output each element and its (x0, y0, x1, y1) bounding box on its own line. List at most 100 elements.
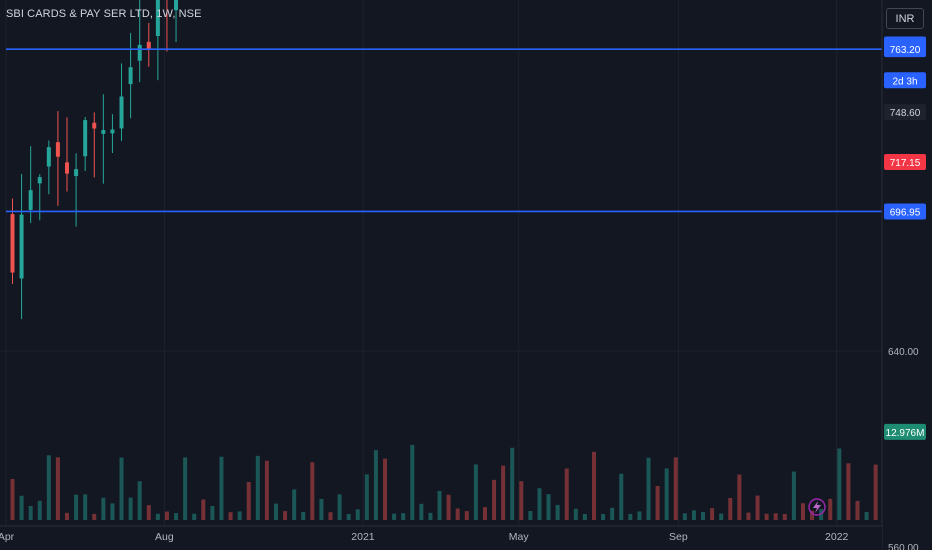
volume-bar (192, 513, 197, 520)
volume-bar (119, 457, 124, 520)
volume-bar (319, 498, 324, 520)
volume-bar (610, 507, 615, 520)
volume-bar (855, 500, 860, 520)
lightning-icon-bolt (813, 501, 821, 513)
volume-bar (273, 503, 278, 520)
volume-bar (791, 471, 796, 520)
x-tick-label: May (509, 531, 530, 543)
volume-bar (383, 458, 388, 520)
volume-bar (646, 457, 651, 520)
volume-bar (301, 512, 306, 520)
volume-bar (110, 503, 115, 520)
volume-bar (555, 504, 560, 520)
price-label: 2d 3h (884, 72, 926, 89)
candle-body (10, 214, 15, 273)
price-label: 748.60 (884, 104, 926, 121)
candle-body (146, 41, 151, 49)
volume-bar (846, 463, 851, 520)
volume-bar (128, 497, 133, 520)
x-tick-label: 2022 (825, 531, 849, 543)
volume-bar (10, 479, 15, 520)
x-tick-label: Aug (155, 531, 174, 543)
volume-bar (492, 479, 497, 520)
volume-bar (510, 447, 515, 520)
volume-bar (582, 513, 587, 520)
volume-bar (183, 457, 188, 520)
volume-bar (401, 513, 406, 520)
price-label: 717.15 (884, 153, 926, 170)
volume-bar (828, 498, 833, 520)
volume-bar (255, 455, 260, 520)
price-label-bg (884, 41, 926, 58)
volume-bar (473, 464, 478, 520)
lightning-icon-circle (808, 498, 826, 516)
volume-bar (310, 462, 315, 520)
volume-bar (701, 512, 706, 520)
currency-button[interactable]: INR (886, 8, 924, 29)
volume-bar (764, 513, 769, 520)
volume-bar (673, 457, 678, 520)
volume-bar (155, 513, 160, 520)
candle-body (101, 130, 106, 134)
candle-body (19, 214, 24, 279)
volume-bar (364, 474, 369, 520)
price-label-bg (884, 423, 926, 440)
volume-bar (737, 474, 742, 520)
volume-bar (728, 498, 733, 520)
price-axis-bg (882, 0, 932, 550)
price-label-bg (884, 203, 926, 220)
volume-bar (837, 448, 842, 520)
volume-bar (92, 513, 97, 520)
volume-bar (637, 511, 642, 520)
volume-bar (410, 444, 415, 520)
volume-bar (564, 468, 569, 520)
volume-bar (428, 512, 433, 520)
volume-bar (83, 494, 88, 520)
volume-bar (619, 473, 624, 520)
volume-bar (355, 509, 360, 520)
volume-bar (682, 513, 687, 520)
volume-bar (482, 507, 487, 520)
volume-bar (601, 513, 606, 520)
volume-bar (755, 495, 760, 520)
candle-body (37, 177, 42, 184)
price-label-text: 696.95 (890, 207, 921, 218)
volume-bar (19, 495, 24, 520)
volume-bar (328, 512, 333, 520)
price-label-text: 2d 3h (892, 76, 917, 87)
candle-body (128, 67, 133, 85)
volume-bar (419, 503, 424, 520)
volume-bar (283, 511, 288, 520)
volume-bar (246, 481, 251, 520)
volume-bar (537, 488, 542, 520)
y-tick-label: 560.00 (888, 543, 919, 550)
volume-bar (373, 450, 378, 520)
volume-bar (519, 481, 524, 520)
volume-bar (773, 513, 778, 520)
volume-bar (46, 455, 51, 520)
volume-bar (264, 460, 269, 520)
volume-bar (628, 513, 633, 520)
x-tick-label: Sep (669, 531, 688, 543)
volume-bar (528, 511, 533, 520)
candle-body (155, 0, 160, 37)
volume-bar (873, 464, 878, 520)
volume-bar (219, 456, 224, 520)
volume-bar (228, 512, 233, 520)
volume-bar (464, 511, 469, 520)
volume-bar (691, 510, 696, 520)
price-label-bg (884, 104, 926, 121)
candle-body (110, 129, 115, 134)
volume-bar (573, 508, 578, 520)
price-label-text: 748.60 (890, 108, 921, 119)
candle-body (65, 162, 70, 174)
volume-bar (346, 513, 351, 520)
volume-bar (292, 489, 297, 520)
volume-bar (591, 451, 596, 520)
volume-bar (392, 513, 397, 520)
price-label-text: 717.15 (890, 158, 921, 169)
price-label: 763.20 (884, 41, 926, 58)
volume-bar (210, 505, 215, 520)
